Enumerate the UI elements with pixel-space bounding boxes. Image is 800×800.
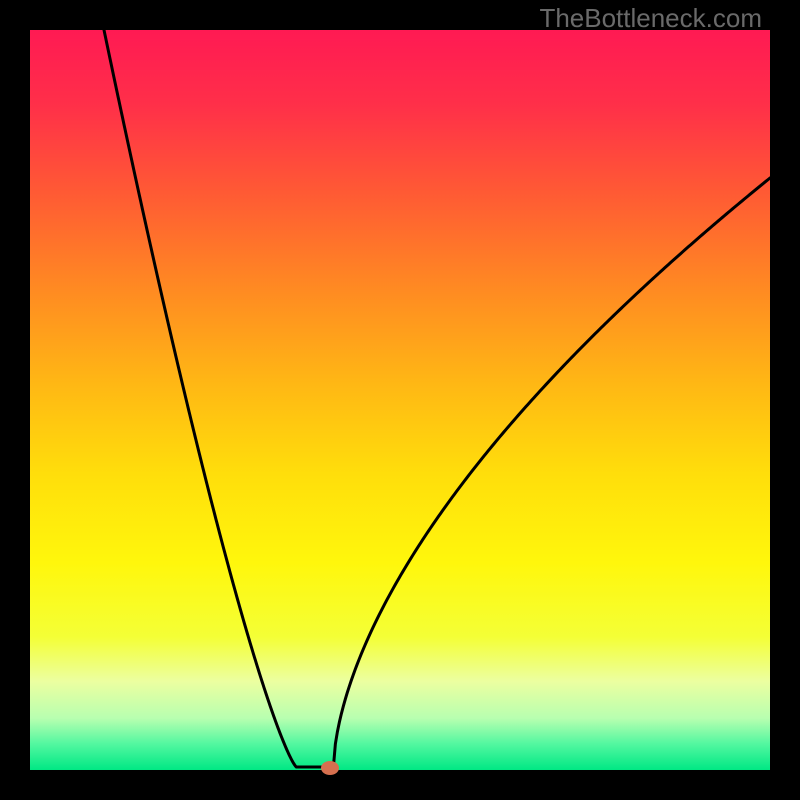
optimum-marker xyxy=(321,761,339,775)
plot-area xyxy=(30,30,770,770)
bottleneck-curve xyxy=(30,30,770,770)
chart-stage: TheBottleneck.com xyxy=(0,0,800,800)
watermark-text: TheBottleneck.com xyxy=(539,3,762,34)
curve-path xyxy=(104,30,770,767)
